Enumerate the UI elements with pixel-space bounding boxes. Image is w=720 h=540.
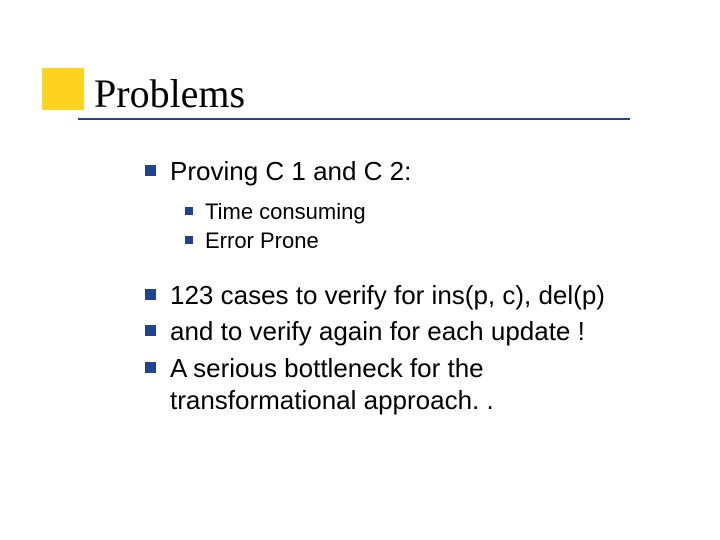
list-item-text: Error Prone [205, 227, 319, 255]
square-bullet-icon [185, 207, 193, 215]
list-item-text: 123 cases to verify for ins(p, c), del(p… [170, 279, 605, 312]
list-item: Proving C 1 and C 2: [145, 155, 675, 188]
list-item-text: Time consuming [205, 198, 366, 226]
square-bullet-icon [145, 362, 156, 373]
list-item-text: and to verify again for each update ! [170, 315, 585, 348]
square-bullet-icon [145, 289, 156, 300]
list-item: Error Prone [185, 227, 675, 255]
square-bullet-icon [145, 325, 156, 336]
list-item: 123 cases to verify for ins(p, c), del(p… [145, 279, 675, 312]
list-item-text: Proving C 1 and C 2: [170, 155, 411, 188]
sub-list: Time consuming Error Prone [185, 198, 675, 255]
square-bullet-icon [145, 165, 156, 176]
slide: Problems Proving C 1 and C 2: Time consu… [0, 0, 720, 540]
list-item: Time consuming [185, 198, 675, 226]
title-accent-box [42, 68, 84, 110]
slide-title: Problems [94, 70, 245, 117]
list-item: A serious bottleneck for the transformat… [145, 352, 675, 417]
title-underline [78, 118, 630, 120]
list-item: and to verify again for each update ! [145, 315, 675, 348]
list-item-text: A serious bottleneck for the transformat… [170, 352, 675, 417]
slide-body: Proving C 1 and C 2: Time consuming Erro… [145, 155, 675, 421]
square-bullet-icon [185, 236, 193, 244]
